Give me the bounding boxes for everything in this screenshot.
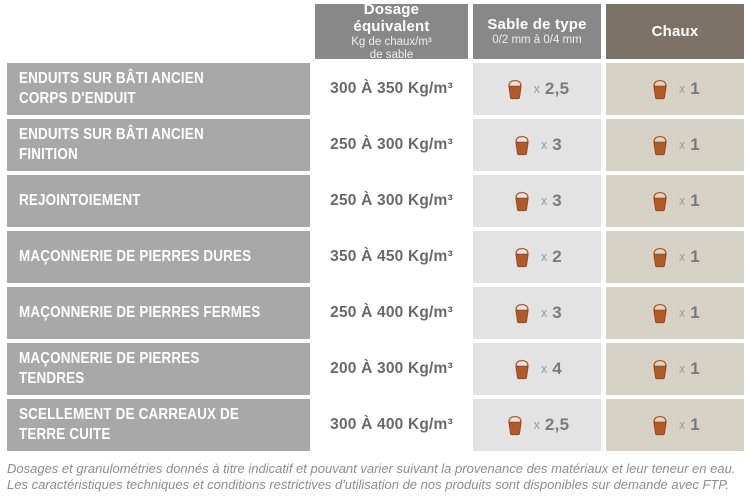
bucket-icon (507, 79, 522, 100)
bucket-icon (653, 359, 667, 380)
sable-cell: x 4 (473, 343, 601, 395)
chaux-cell: x 1 (606, 343, 744, 395)
dosage-cell: 250 À 400 Kg/m³ (315, 287, 468, 339)
chaux-cell: x 1 (606, 175, 744, 227)
times-symbol: x (540, 250, 548, 264)
bucket-icon (515, 303, 529, 324)
dosage-table: Dosage équivalent Kg de chaux/m³ de sabl… (7, 0, 744, 451)
sable-cell: x 2,5 (473, 399, 601, 451)
chaux-multiplier: 1 (690, 359, 700, 378)
chaux-cell: x 1 (606, 287, 744, 339)
chaux-cell: x 1 (606, 399, 744, 451)
row-label-text: MAÇONNERIE DE PIERRES TENDRES (19, 350, 200, 387)
footer-notes: Dosages et granulométries donnés à titre… (7, 461, 750, 492)
dosage-cell: 200 À 300 Kg/m³ (315, 343, 468, 395)
chaux-multiplier: 1 (690, 247, 700, 266)
times-symbol: x (678, 306, 686, 320)
row-label: REJOINTOIEMENT (7, 175, 310, 227)
dosage-cell: 300 À 350 Kg/m³ (315, 63, 468, 115)
row-label: ENDUITS SUR BÂTI ANCIEN CORPS D'ENDUIT (7, 63, 310, 115)
row-label: MAÇONNERIE DE PIERRES DURES (7, 231, 310, 283)
row-label-text: ENDUITS SUR BÂTI ANCIEN FINITION (19, 126, 204, 163)
header-dosage-title: Dosage équivalent (353, 0, 430, 35)
chaux-multiplier: 1 (690, 303, 700, 322)
chaux-cell: x 1 (606, 119, 744, 171)
row-label: SCELLEMENT DE CARREAUX DE TERRE CUITE (7, 399, 310, 451)
bucket-icon (515, 247, 529, 268)
sable-multiplier: 4 (552, 359, 562, 378)
chaux-multiplier: 1 (690, 79, 700, 98)
times-symbol: x (678, 194, 686, 208)
header-sable-subtitle: 0/2 mm à 0/4 mm (492, 33, 582, 46)
row-label-text: REJOINTOIEMENT (19, 192, 141, 209)
chaux-cell: x 1 (606, 231, 744, 283)
times-symbol: x (540, 306, 548, 320)
times-symbol: x (540, 362, 548, 376)
bucket-icon (653, 303, 667, 324)
header-dosage-cell: Dosage équivalent Kg de chaux/m³ de sabl… (315, 0, 468, 61)
chaux-cell: x 1 (606, 63, 744, 115)
sable-cell: x 2,5 (473, 63, 601, 115)
times-symbol: x (678, 418, 686, 432)
chaux-multiplier: 1 (690, 415, 700, 434)
sable-multiplier: 3 (552, 191, 562, 210)
bucket-icon (653, 247, 667, 268)
sable-cell: x 3 (473, 175, 601, 227)
row-label: ENDUITS SUR BÂTI ANCIEN FINITION (7, 119, 310, 171)
chaux-multiplier: 1 (690, 191, 700, 210)
times-symbol: x (533, 418, 540, 432)
row-label-text: MAÇONNERIE DE PIERRES FERMES (19, 304, 261, 321)
chaux-multiplier: 1 (690, 135, 700, 154)
times-symbol: x (540, 138, 548, 152)
times-symbol: x (678, 138, 686, 152)
header-spacer (7, 4, 310, 59)
sable-multiplier: 2,5 (544, 415, 570, 434)
sable-multiplier: 2 (552, 247, 562, 266)
sable-multiplier: 2,5 (544, 79, 570, 98)
times-symbol: x (533, 82, 540, 96)
header-sable-title: Sable de type (487, 15, 587, 33)
row-label-text: ENDUITS SUR BÂTI ANCIEN CORPS D'ENDUIT (19, 70, 204, 107)
dosage-cell: 350 À 450 Kg/m³ (315, 231, 468, 283)
dosage-cell: 250 À 300 Kg/m³ (315, 175, 468, 227)
times-symbol: x (540, 194, 548, 208)
footer-note-1: Dosages et granulométries donnés à titre… (7, 461, 736, 476)
row-label-text: SCELLEMENT DE CARREAUX DE TERRE CUITE (19, 406, 240, 443)
header-sable-cell: Sable de type 0/2 mm à 0/4 mm (473, 4, 601, 59)
bucket-icon (653, 191, 667, 212)
row-label-text: MAÇONNERIE DE PIERRES DURES (19, 248, 252, 265)
header-dosage-subtitle: Kg de chaux/m³ de sable (351, 35, 432, 62)
bucket-icon (515, 191, 529, 212)
bucket-icon (515, 135, 529, 156)
dosage-cell: 300 À 400 Kg/m³ (315, 399, 468, 451)
sable-cell: x 3 (473, 119, 601, 171)
header-chaux-title: Chaux (651, 23, 699, 40)
sable-cell: x 2 (473, 231, 601, 283)
footer-note-2: Les caractéristiques techniques et condi… (7, 476, 729, 492)
times-symbol: x (678, 250, 686, 264)
bucket-icon (515, 359, 529, 380)
times-symbol: x (678, 82, 686, 96)
bucket-icon (507, 415, 522, 436)
row-label: MAÇONNERIE DE PIERRES TENDRES (7, 343, 310, 395)
dosage-cell: 250 À 300 Kg/m³ (315, 119, 468, 171)
sable-cell: x 3 (473, 287, 601, 339)
sable-multiplier: 3 (552, 303, 562, 322)
row-label: MAÇONNERIE DE PIERRES FERMES (7, 287, 310, 339)
bucket-icon (653, 79, 667, 100)
bucket-icon (653, 415, 667, 436)
times-symbol: x (678, 362, 686, 376)
header-chaux-cell: Chaux (606, 4, 744, 59)
bucket-icon (653, 135, 667, 156)
sable-multiplier: 3 (552, 135, 562, 154)
